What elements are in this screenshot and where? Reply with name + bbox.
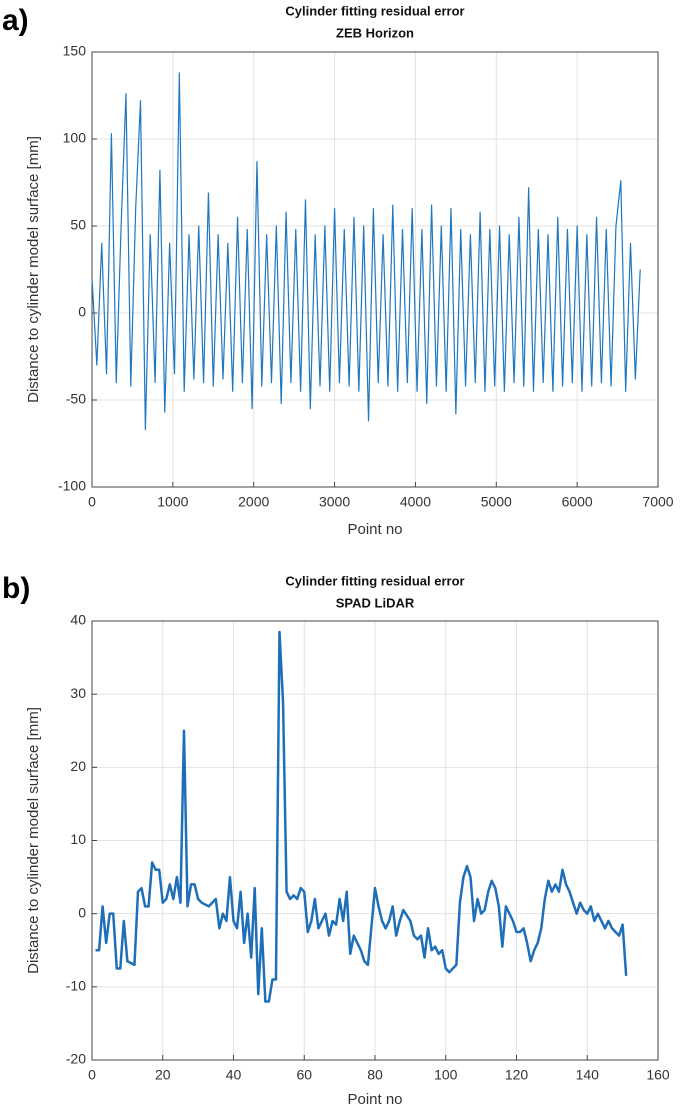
y-tick-label: 10 [70, 831, 86, 847]
x-tick-label: 7000 [642, 494, 673, 510]
y-tick-label: 40 [70, 612, 86, 628]
y-tick-label: 30 [70, 685, 86, 701]
x-tick-label: 0 [88, 494, 96, 510]
y-axis-label: Distance to cylinder model surface [mm] [25, 707, 42, 974]
x-axis-label: Point no [347, 1091, 402, 1108]
panel-label: a) [2, 4, 29, 37]
chart-subtitle: SPAD LiDAR [336, 595, 415, 610]
panel-label: b) [2, 572, 30, 605]
x-tick-label: 40 [226, 1067, 242, 1083]
x-tick-label: 1000 [157, 494, 188, 510]
x-tick-label: 160 [646, 1067, 670, 1083]
plot-frame [91, 620, 659, 1061]
data-line [91, 72, 641, 431]
x-tick-label: 5000 [481, 494, 512, 510]
chart-title: Cylinder fitting residual error [285, 573, 464, 588]
y-tick-label: 100 [63, 130, 87, 146]
x-tick-label: 20 [155, 1067, 171, 1083]
plot-frame [91, 51, 659, 488]
y-tick-label: 150 [63, 43, 87, 59]
x-tick-label: 0 [88, 1067, 96, 1083]
chart-subtitle: ZEB Horizon [336, 25, 414, 40]
x-tick-label: 120 [505, 1067, 529, 1083]
x-tick-label: 3000 [319, 494, 350, 510]
x-tick-label: 60 [296, 1067, 312, 1083]
y-tick-label: -50 [66, 391, 86, 407]
x-tick-label: 140 [576, 1067, 600, 1083]
y-tick-label: 50 [70, 217, 86, 233]
x-axis-label: Point no [347, 521, 402, 538]
y-tick-label: -100 [58, 478, 86, 494]
x-tick-label: 4000 [400, 494, 431, 510]
y-tick-label: 0 [78, 904, 86, 920]
x-tick-label: 6000 [562, 494, 593, 510]
chart-title: Cylinder fitting residual error [285, 3, 464, 18]
y-tick-label: 20 [70, 758, 86, 774]
x-tick-label: 100 [434, 1067, 458, 1083]
y-tick-label: 0 [78, 304, 86, 320]
y-axis-label: Distance to cylinder model surface [mm] [25, 136, 42, 403]
x-tick-label: 80 [367, 1067, 383, 1083]
y-tick-label: -20 [66, 1051, 86, 1067]
y-tick-label: -10 [66, 978, 86, 994]
data-line [95, 630, 628, 1003]
x-tick-label: 2000 [238, 494, 269, 510]
